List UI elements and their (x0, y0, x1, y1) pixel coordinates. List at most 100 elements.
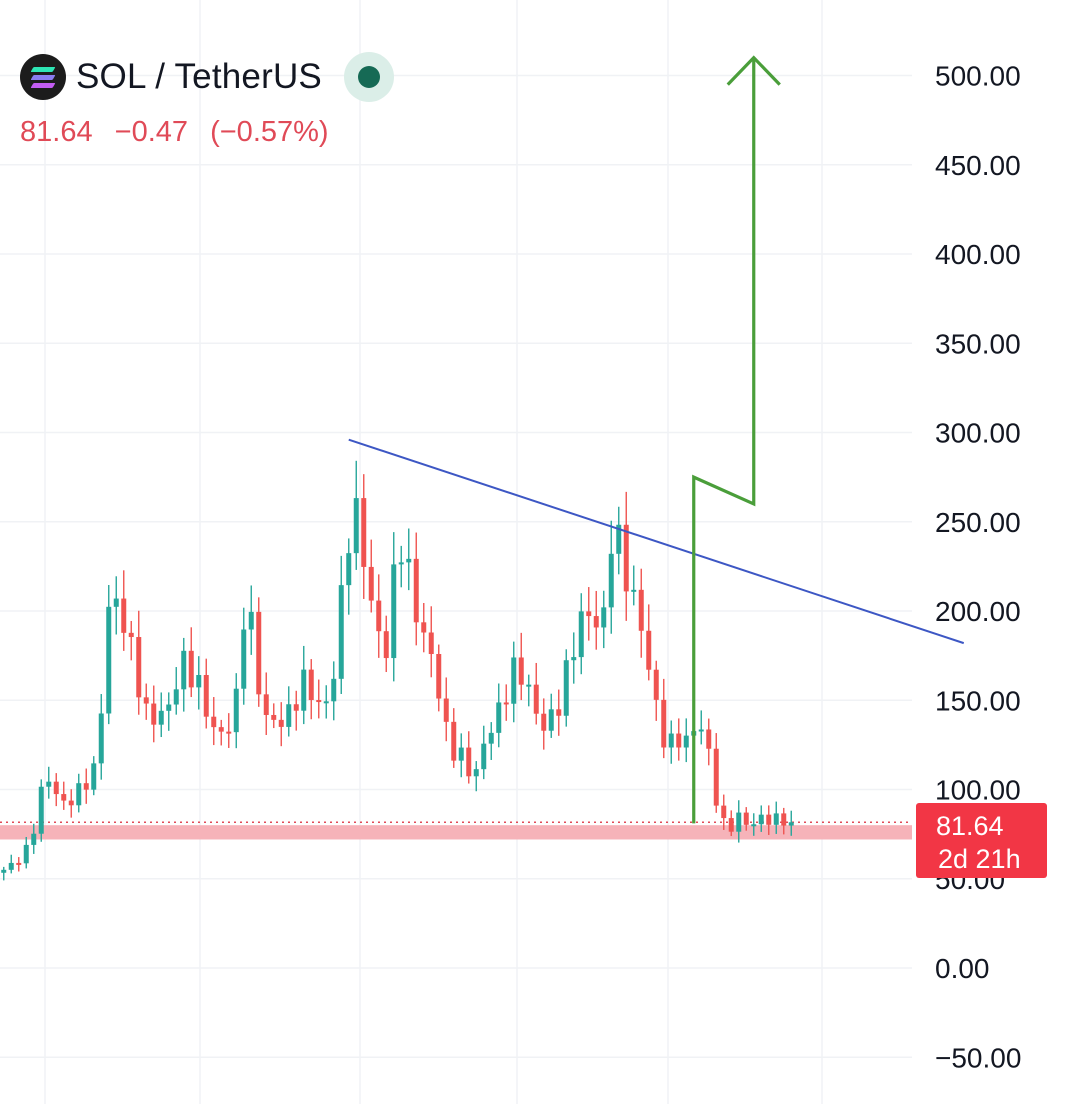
candle-body (188, 650, 194, 688)
candle-body (436, 654, 442, 699)
candle-body (601, 607, 607, 628)
candle-body (593, 616, 599, 628)
candle-body (316, 700, 322, 703)
candle-body (233, 688, 239, 733)
candle-body (766, 814, 772, 825)
candle-body (773, 813, 779, 825)
candle-body (496, 702, 502, 733)
candle-body (113, 598, 119, 607)
candle-body (368, 566, 374, 601)
price-axis[interactable]: −50.000.0050.00100.00150.00200.00250.003… (935, 61, 1021, 1074)
candle-body (136, 637, 142, 698)
price-tag-value: 81.64 (936, 811, 1004, 841)
candlestick-series (1, 460, 794, 881)
candle-body (653, 669, 659, 700)
candle-body (548, 709, 554, 731)
candle-body (196, 675, 202, 688)
candle-body (391, 564, 397, 659)
candle-body (23, 844, 29, 864)
last-price: 81.64 (20, 116, 93, 148)
y-tick-label: 0.00 (935, 953, 990, 984)
candle-body (241, 629, 247, 689)
candle-body (728, 818, 734, 832)
candle-body (361, 498, 367, 567)
candle-body (481, 743, 487, 770)
candle-body (278, 719, 284, 727)
candle-body (571, 657, 577, 661)
candle-body (173, 689, 179, 705)
candle-body (31, 833, 37, 845)
candle-body (511, 657, 517, 704)
candle-body (211, 716, 217, 728)
candle-body (1, 869, 7, 873)
candle-body (721, 805, 727, 819)
candle-body (46, 781, 52, 787)
candle-body (151, 703, 157, 725)
last-price-tag: 81.64 2d 21h (916, 803, 1047, 878)
candle-body (623, 524, 629, 592)
candle-body (383, 631, 389, 659)
market-status-icon[interactable] (343, 52, 394, 102)
trendline-segment (348, 438, 965, 645)
candle-body (331, 678, 337, 702)
candle-body (38, 786, 44, 834)
candle-body (473, 769, 479, 777)
candle-body (668, 733, 674, 748)
candle-body (443, 698, 449, 722)
candle-body (248, 611, 254, 630)
candle-body (661, 699, 667, 748)
symbol-header: SOL / TetherUS (20, 52, 394, 102)
y-tick-label: 100.00 (935, 775, 1021, 806)
candle-body (608, 553, 614, 608)
candle-body (143, 697, 149, 704)
candle-body (533, 684, 539, 714)
candle-body (713, 748, 719, 806)
candle-body (518, 657, 524, 685)
candle-body (758, 814, 764, 825)
candle-body (68, 800, 74, 806)
candle-body (226, 731, 232, 734)
candle-body (646, 630, 652, 670)
candle-body (293, 704, 299, 711)
candle-body (616, 524, 622, 554)
support-zone-band (0, 825, 912, 840)
candle-body (181, 650, 187, 690)
candle-body (271, 714, 277, 720)
quote-line: 81.64 −0.47 (−0.57%) (20, 116, 343, 149)
candle-body (586, 611, 592, 617)
candle-body (541, 713, 547, 731)
candle-body (638, 589, 644, 631)
candle-body (256, 611, 262, 695)
projection-arrow[interactable] (692, 55, 781, 824)
y-tick-label: 250.00 (935, 507, 1021, 538)
solana-logo-icon (20, 54, 66, 100)
candle-body (128, 632, 134, 638)
candle-body (706, 729, 712, 749)
candle-body (76, 783, 82, 806)
candle-body (526, 684, 532, 687)
candle-body (308, 669, 314, 701)
candle-body (698, 729, 704, 732)
candle-body (53, 781, 59, 795)
candle-body (743, 812, 749, 825)
candle-body (376, 600, 382, 632)
candle-body (323, 701, 329, 704)
candle-body (451, 721, 457, 761)
candle-body (421, 622, 427, 633)
projection-path (692, 57, 756, 824)
candle-body (788, 822, 794, 826)
symbol-title[interactable]: SOL / TetherUS (76, 57, 322, 96)
y-tick-label: 150.00 (935, 685, 1021, 716)
y-tick-label: 200.00 (935, 596, 1021, 627)
trendline[interactable] (348, 438, 965, 645)
projection-arrowhead (726, 55, 781, 86)
candle-body (406, 558, 412, 563)
candle-body (578, 611, 584, 658)
candle-body (106, 606, 112, 714)
candle-body (346, 553, 352, 586)
y-tick-label: −50.00 (935, 1042, 1021, 1073)
candle-body (781, 813, 787, 826)
candle-body (83, 783, 89, 790)
candle-body (61, 794, 67, 801)
